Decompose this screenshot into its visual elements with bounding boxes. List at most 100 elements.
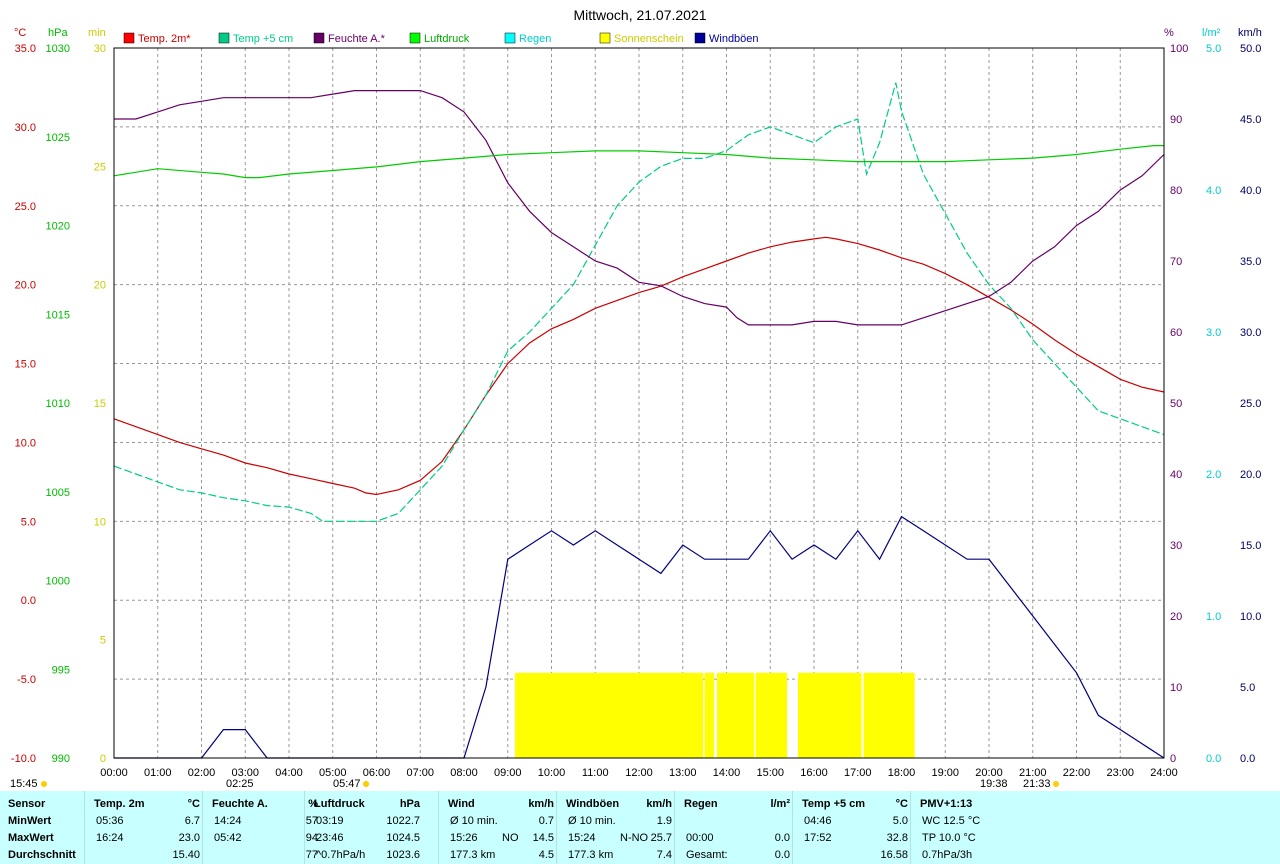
stats-group-unit: km/h	[528, 798, 554, 810]
sunshine-bar	[863, 672, 915, 758]
x-tick-label: 20:00	[975, 767, 1003, 779]
y-tick-label: 1015	[46, 309, 70, 321]
stats-separator	[438, 791, 439, 864]
y-tick-label: 5.0	[1206, 43, 1221, 55]
stats-separator	[910, 791, 911, 864]
y-tick-label: 20	[94, 280, 106, 292]
series-line-feuchte-a	[114, 89, 1165, 326]
series-line-luftdruck	[113, 145, 1164, 179]
stats-group-unit: %	[308, 798, 318, 810]
y-tick-label: 1025	[46, 132, 70, 144]
x-tick-label: 22:00	[1063, 767, 1091, 779]
legend-swatch	[409, 32, 421, 44]
x-tick-label: 16:00	[800, 767, 828, 779]
stats-row-avg: Durchschnitt	[8, 849, 76, 861]
legend-swatch	[599, 32, 611, 44]
legend-label: Windböen	[709, 33, 759, 45]
y-tick-label: 25.0	[1240, 398, 1261, 410]
stats-max-value: 1024.5	[386, 832, 420, 844]
y-tick-label: 4.0	[1206, 185, 1221, 197]
stats-max-value: 94	[305, 832, 318, 844]
stats-max-value: 0.0	[774, 832, 790, 844]
y-tick-label: 5.0	[1240, 682, 1255, 694]
legend-swatch	[694, 32, 706, 44]
stats-min-time: Ø 10 min.	[450, 815, 498, 827]
axis-unit-percent: %	[1164, 27, 1174, 39]
y-tick-label: 995	[52, 664, 70, 676]
stats-group-unit: hPa	[399, 798, 420, 810]
y-tick-label: 1030	[46, 43, 70, 55]
y-tick-label: 20.0	[15, 280, 36, 292]
y-tick-label: 0	[100, 753, 106, 765]
sunshine-bar	[717, 672, 755, 758]
stats-row-max: MaxWert	[8, 832, 54, 844]
stats-separator	[84, 791, 85, 864]
stats-max-time: 16:24	[96, 832, 124, 844]
y-tick-label: 990	[52, 753, 70, 765]
stats-separator	[792, 791, 793, 864]
legend-label: Temp. 2m*	[138, 33, 191, 45]
stats-max-time: TP 10.0 °C	[922, 832, 976, 844]
sunshine-bar	[797, 672, 862, 758]
y-tick-label: 30	[1170, 540, 1182, 552]
stats-max-time: 00:00	[686, 832, 714, 844]
stats-group-name: Temp +5 cm	[802, 798, 866, 810]
stats-min-time: Ø 10 min.	[568, 815, 616, 827]
x-tick-label: 04:00	[275, 767, 303, 779]
stats-group-name: PMV+1:13	[920, 798, 973, 810]
y-tick-label: 20.0	[1240, 469, 1261, 481]
legend-label: Sonnenschein	[614, 33, 684, 45]
stats-row-labels: Sensor MinWert MaxWert Durchschnitt	[8, 791, 88, 864]
y-tick-label: 1010	[46, 398, 70, 410]
x-tick-label: 19:00	[931, 767, 959, 779]
legend: Temp. 2m* Temp +5 cm Feuchte A.* Luftdruck R…	[123, 32, 759, 45]
sunshine-bar	[755, 672, 788, 758]
legend-swatch	[123, 32, 135, 44]
stats-separator	[674, 791, 675, 864]
y-tick-label: 25.0	[15, 201, 36, 213]
plot-frame	[113, 47, 1165, 759]
x-tick-label: 18:00	[888, 767, 916, 779]
y-tick-label: 40.0	[1240, 185, 1261, 197]
moonset-label: 02:25	[226, 778, 254, 790]
stats-max-value: 23.0	[178, 832, 200, 844]
x-tick-label: 05:00	[319, 767, 347, 779]
sunset-icon	[1053, 781, 1059, 787]
y-tick-label: 25	[94, 161, 106, 173]
stats-min-time: 03:19	[316, 815, 344, 827]
stats-group-name: Temp. 2m	[94, 798, 145, 810]
stats-avg-value: 7.4	[656, 849, 672, 861]
legend-label: Luftdruck	[424, 33, 470, 45]
stats-max-direction: N-NO	[620, 832, 649, 844]
axis-unit-min: min	[88, 27, 106, 39]
stats-group-name: Windböen	[566, 798, 620, 810]
statistics-table: Sensor MinWert MaxWert Durchschnitt Temp…	[0, 791, 1280, 864]
x-tick-label: 13:00	[669, 767, 697, 779]
sunshine-bar	[515, 672, 704, 758]
stats-group-name: Regen	[684, 798, 718, 810]
y-tick-label: 70	[1170, 256, 1182, 268]
stats-avg-value: 15.40	[172, 849, 200, 861]
y-tick-label: 3.0	[1206, 327, 1221, 339]
y-tick-label: 30.0	[1240, 327, 1261, 339]
chart-title: Mittwoch, 21.07.2021	[573, 7, 706, 23]
sunshine-bars	[515, 672, 915, 758]
stats-avg-value: 16.58	[880, 849, 908, 861]
y-tick-label: 30	[94, 43, 106, 55]
x-tick-label: 15:00	[756, 767, 784, 779]
y-tick-label: 1000	[46, 576, 70, 588]
y-tick-label: 80	[1170, 185, 1182, 197]
y-tick-label: 0.0	[21, 595, 36, 607]
series-line-temp-5-cm	[113, 82, 1165, 522]
stats-avg-value: 1023.6	[386, 849, 420, 861]
stats-separator	[556, 791, 557, 864]
y-tick-label: 5	[100, 635, 106, 647]
stats-row-sensor: Sensor	[8, 798, 46, 810]
y-tick-label: 10	[1170, 682, 1182, 694]
moonrise-label: 19:38	[980, 778, 1008, 790]
y-tick-label: -10.0	[11, 753, 36, 765]
x-tick-label: 07:00	[406, 767, 434, 779]
stats-group-unit: l/m²	[770, 798, 790, 810]
x-tick-label: 24:00	[1150, 767, 1178, 779]
y-tick-label: 45.0	[1240, 114, 1261, 126]
